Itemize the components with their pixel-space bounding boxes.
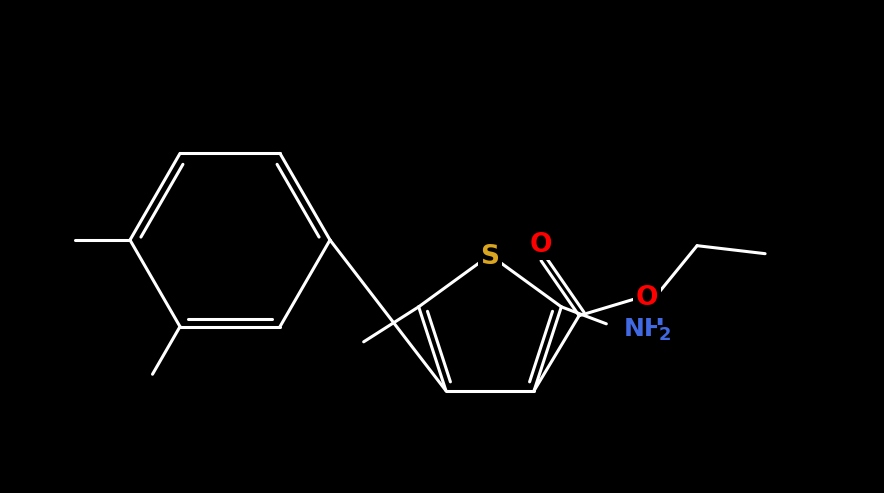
Text: NH: NH <box>623 317 665 341</box>
Text: O: O <box>636 284 659 311</box>
Text: S: S <box>481 244 499 270</box>
Text: O: O <box>530 232 552 258</box>
Text: 2: 2 <box>659 326 671 344</box>
